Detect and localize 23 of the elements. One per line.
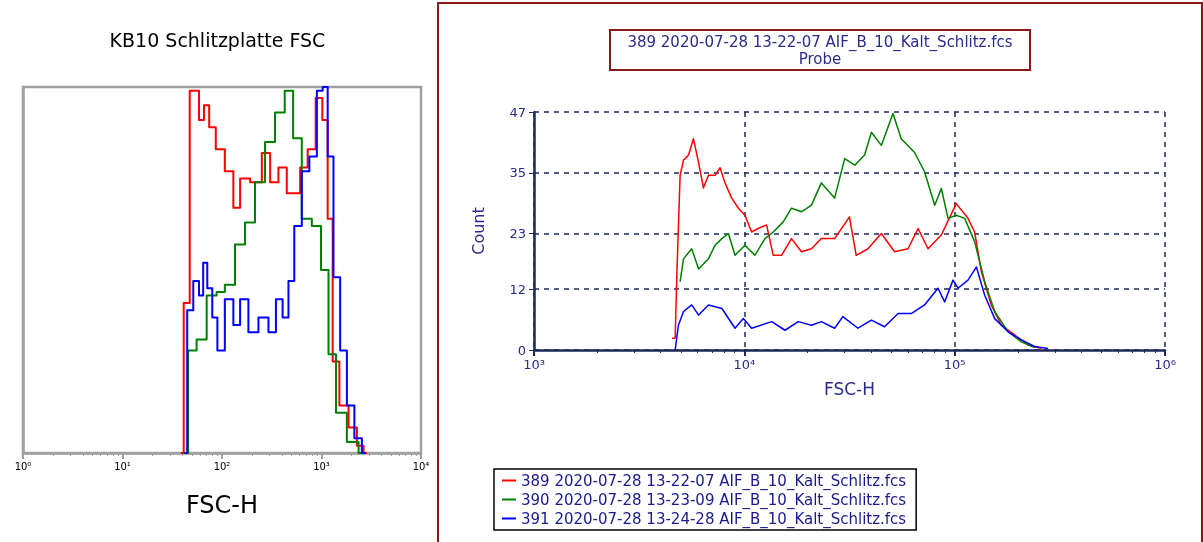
y-tick-label: 12 bbox=[509, 281, 526, 297]
x-tick-label: 10⁴ bbox=[733, 357, 756, 372]
x-tick-label: 10² bbox=[213, 460, 231, 472]
x-tick-label: 10⁵ bbox=[943, 357, 966, 372]
x-axis-title: FSC-H bbox=[823, 378, 876, 399]
x-tick-label: 10³ bbox=[523, 357, 545, 372]
x-tick-label: 10¹ bbox=[114, 460, 131, 472]
chart-title: KB10 Schlitzplatte FSC bbox=[109, 28, 326, 51]
legend-label: 389 2020-07-28 13-22-07 AIF_B_10_Kalt_Schlitz.fcs bbox=[521, 471, 907, 491]
y-tick-label: 0 bbox=[517, 342, 526, 358]
x-tick-label: 10⁰ bbox=[14, 460, 32, 472]
y-tick-label: 47 bbox=[509, 104, 526, 120]
y-tick-label: 35 bbox=[509, 165, 526, 181]
x-tick-label: 10³ bbox=[313, 460, 330, 472]
x-tick-label: 10⁶ bbox=[1154, 357, 1176, 372]
legend-label: 390 2020-07-28 13-23-09 AIF_B_10_Kalt_Schlitz.fcs bbox=[521, 490, 907, 510]
y-tick-label: 23 bbox=[509, 226, 526, 242]
x-axis-title: FSC-H bbox=[185, 491, 259, 519]
chart-title: 389 2020-07-28 13-22-07 AIF_B_10_Kalt_Schlitz.fcs bbox=[627, 32, 1013, 52]
chart-subtitle: Probe bbox=[798, 49, 842, 68]
y-axis-title: Count bbox=[468, 207, 488, 255]
x-tick-label: 10⁴ bbox=[412, 460, 430, 472]
legend-label: 391 2020-07-28 13-24-28 AIF_B_10_Kalt_Schlitz.fcs bbox=[521, 509, 907, 529]
